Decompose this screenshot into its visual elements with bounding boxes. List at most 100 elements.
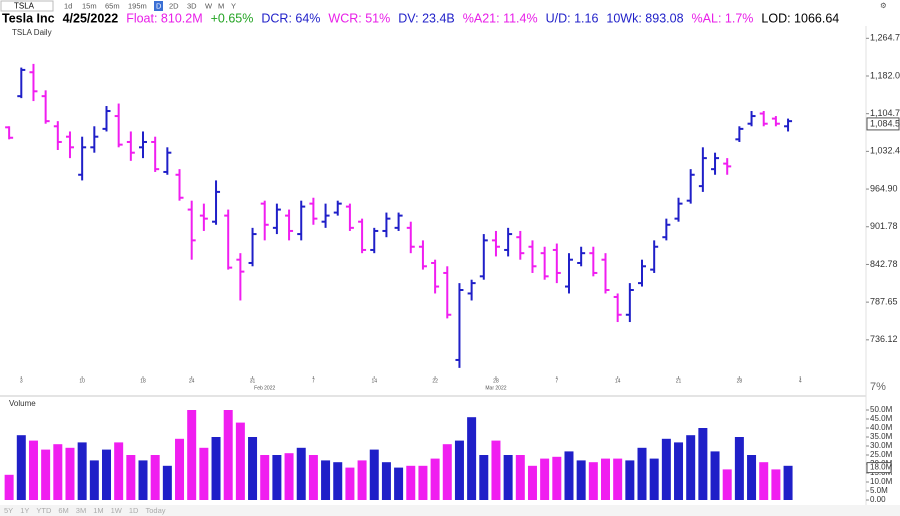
x-tick-label: 7 <box>312 378 315 384</box>
volume-bar <box>296 447 306 500</box>
footer-bar <box>0 505 900 516</box>
y-tick-label: 35.0M <box>870 432 893 441</box>
volume-bar <box>442 444 452 500</box>
volume-bar <box>223 410 233 500</box>
volume-bar <box>600 458 610 500</box>
interval-button[interactable]: D <box>156 1 162 10</box>
volume-bar <box>479 455 489 500</box>
volume-bar <box>381 462 391 500</box>
header-stat: DV: 23.4B <box>398 11 455 25</box>
volume-bar <box>41 449 51 500</box>
volume-bar <box>101 449 111 500</box>
header-stat: Float: 810.2M <box>126 11 202 25</box>
volume-bar <box>308 455 318 500</box>
y-tick-label: 1,104.72 <box>870 108 900 118</box>
interval-button[interactable]: M <box>218 1 224 10</box>
volume-bar <box>53 444 63 500</box>
volume-bar <box>345 467 355 500</box>
scale-note: 7% <box>870 381 886 393</box>
volume-bar <box>491 440 501 500</box>
volume-bar <box>759 462 769 500</box>
volume-bar <box>783 465 793 500</box>
x-tick-label: 28 <box>737 378 743 384</box>
volume-bar <box>272 455 282 500</box>
volume-bar <box>321 460 331 500</box>
volume-bar <box>89 460 99 500</box>
header-stat: DCR: 64% <box>261 11 320 25</box>
y-tick-label: 5.0M <box>870 486 888 495</box>
interval-button[interactable]: 3D <box>187 1 197 10</box>
legend[interactable]: Volume <box>9 399 36 408</box>
range-button[interactable]: 1D <box>129 506 139 515</box>
volume-bar <box>661 438 671 500</box>
range-button[interactable]: 5Y <box>4 506 13 515</box>
volume-bar <box>284 453 294 500</box>
header-stat: LOD: 1066.64 <box>761 11 839 25</box>
range-button[interactable]: 3M <box>76 506 86 515</box>
volume-bar <box>187 410 197 500</box>
range-button[interactable]: 1W <box>111 506 123 515</box>
volume-bar <box>564 451 574 500</box>
x-tick-label: 21 <box>676 378 682 384</box>
x-tick-label: 3 <box>20 378 23 384</box>
volume-bar <box>747 455 757 500</box>
volume-bar <box>211 437 221 500</box>
volume-bar <box>175 438 185 500</box>
interval-button[interactable]: 1d <box>64 1 72 10</box>
range-button[interactable]: YTD <box>36 506 52 515</box>
volume-bar <box>576 460 586 500</box>
interval-button[interactable]: 195m <box>128 1 147 10</box>
volume-bar <box>515 455 525 500</box>
volume-bar <box>527 465 537 500</box>
volume-bar <box>649 458 659 500</box>
interval-button[interactable]: 15m <box>82 1 97 10</box>
volume-bar <box>710 451 720 500</box>
x-tick-label: 31 <box>250 378 256 384</box>
y-tick-label: 50.0M <box>870 405 893 414</box>
y-tick-label: 901.78 <box>870 221 898 231</box>
range-button[interactable]: 1Y <box>20 506 29 515</box>
volume-bar <box>114 442 124 500</box>
volume-bar <box>162 465 172 500</box>
month-label: Mar 2022 <box>485 385 506 391</box>
interval-button[interactable]: W <box>205 1 213 10</box>
range-button[interactable]: 6M <box>58 506 68 515</box>
y-tick-label: 964.90 <box>870 183 898 193</box>
x-tick-label: 24 <box>189 378 195 384</box>
range-button[interactable]: 1M <box>93 506 103 515</box>
y-tick-label: 25.0M <box>870 450 893 459</box>
symbol-box[interactable] <box>0 0 54 12</box>
volume-bar <box>722 469 732 500</box>
x-tick-label: 28 <box>493 378 499 384</box>
interval-button[interactable]: Y <box>231 1 236 10</box>
interval-active <box>154 1 163 11</box>
header-stat: WCR: 51% <box>328 11 390 25</box>
volume-bar <box>771 469 781 500</box>
y-tick-label: 40.0M <box>870 423 893 432</box>
legend[interactable]: TSLA Daily <box>12 28 52 37</box>
volume-bar <box>503 455 513 500</box>
x-tick-label: 22 <box>432 378 438 384</box>
y-tick-label: 30.0M <box>870 441 893 450</box>
volume-bar <box>613 458 623 500</box>
volume-bar <box>637 447 647 500</box>
month-label: Feb 2022 <box>254 385 275 391</box>
volume-bar <box>260 455 270 500</box>
range-button[interactable]: Today <box>145 506 165 515</box>
y-tick-label: 45.0M <box>870 414 893 423</box>
y-tick-label: 1,182.05 <box>870 70 900 80</box>
volume-bar <box>406 465 416 500</box>
interval-button[interactable]: 2D <box>169 1 179 10</box>
x-tick-label: 4 <box>799 378 802 384</box>
symbol[interactable]: TSLA <box>14 2 35 11</box>
settings-icon[interactable]: ⚙ <box>880 1 887 10</box>
volume-bar <box>369 449 379 500</box>
header-stat: 4/25/2022 <box>63 11 119 25</box>
volume-bar <box>734 437 744 500</box>
volume-bar <box>16 435 26 500</box>
volume-bar <box>698 428 708 500</box>
volume-bar <box>467 417 477 500</box>
interval-button[interactable]: 65m <box>105 1 120 10</box>
volume-bar <box>248 437 258 500</box>
